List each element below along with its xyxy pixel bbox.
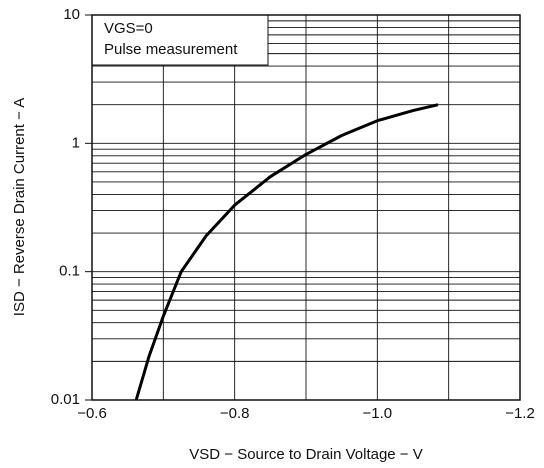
curve — [134, 103, 439, 401]
annotation-box — [91, 14, 269, 66]
x-tick-label: −1.0 — [363, 405, 393, 422]
plot-frame — [91, 14, 521, 401]
y-axis-label: ISD − Reverse Drain Current − A — [11, 98, 28, 316]
x-tick-label: −1.2 — [505, 405, 535, 422]
annotation: Pulse measurement — [104, 41, 238, 58]
x-tick-label: −0.6 — [77, 405, 107, 422]
y-tick-label: 1 — [72, 134, 80, 151]
x-tick-label: −0.8 — [220, 405, 250, 422]
y-tick-label: 10 — [63, 6, 80, 23]
y-tick-label: 0.01 — [51, 391, 80, 408]
y-tick-label: 0.1 — [59, 263, 80, 280]
x-axis-label: VSD − Source to Drain Voltage − V — [189, 446, 422, 463]
annotation: VGS=0 — [104, 20, 153, 37]
